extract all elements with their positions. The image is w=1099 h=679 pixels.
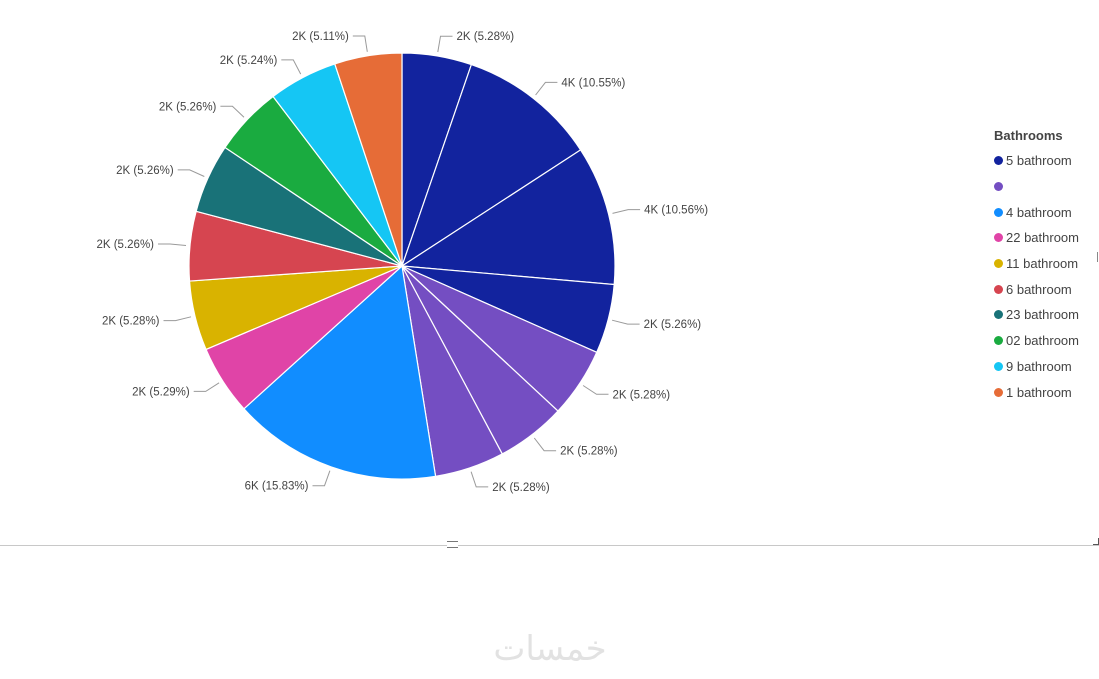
corner-resize-icon[interactable] (1093, 538, 1099, 545)
legend-marker-icon (994, 156, 1003, 166)
legend-item[interactable] (994, 174, 1079, 200)
legend-marker-icon (994, 207, 1003, 217)
pie-data-label: 2K (5.28%) (102, 316, 160, 328)
pie-data-labels: 2K (5.28%) 4K (10.55%) 4K (10.56%) 2K (5.26… (96, 31, 708, 494)
label-leader-line (281, 59, 302, 75)
pie-data-label: 2K (5.28%) (492, 482, 550, 494)
label-leader-line (612, 209, 641, 214)
pie-data-label: 2K (5.29%) (132, 386, 190, 398)
label-leader-line (193, 382, 220, 392)
legend-item[interactable]: 1 bathroom (994, 379, 1079, 405)
pie-data-label: 2K (5.26%) (116, 165, 174, 177)
legend-label: 22 bathroom (1006, 230, 1079, 246)
label-leader-line (220, 105, 245, 118)
pie-data-label: 2K (5.24%) (220, 55, 278, 67)
pie-chart: 2K (5.28%) 4K (10.55%) 4K (10.56%) 2K (5.26… (96, 31, 708, 494)
legend-item[interactable]: 6 bathroom (994, 276, 1079, 302)
legend-marker-icon (994, 310, 1003, 320)
legend-label: 23 bathroom (1006, 307, 1079, 323)
watermark-text: خمسات (493, 629, 606, 669)
legend-item[interactable]: 4 bathroom (994, 199, 1079, 225)
pie-data-label: 2K (5.28%) (457, 31, 515, 43)
resize-handle[interactable] (447, 541, 458, 548)
pie-data-label: 6K (15.83%) (245, 481, 309, 493)
legend-marker-icon (994, 387, 1003, 397)
chart-legend: Bathrooms 5 bathroom 4 bathroom 22 bathroo… (994, 128, 1079, 405)
label-leader-line (533, 437, 557, 452)
pie-slices (188, 52, 616, 480)
pie-data-label: 2K (5.26%) (96, 239, 154, 251)
legend-marker-icon (994, 284, 1003, 294)
legend-marker-icon (994, 259, 1003, 269)
label-leader-line (163, 316, 192, 322)
legend-marker-icon (994, 233, 1003, 243)
label-leader-line (177, 169, 205, 177)
label-leader-line (437, 35, 453, 53)
legend-item[interactable]: 5 bathroom (994, 148, 1079, 174)
label-leader-line (352, 35, 368, 52)
pie-data-label: 2K (5.26%) (644, 319, 702, 331)
legend-label: 11 bathroom (1006, 256, 1079, 272)
legend-item[interactable]: 22 bathroom (994, 225, 1079, 251)
label-leader-line (535, 81, 558, 96)
pie-slice[interactable] (400, 63, 582, 268)
pie-data-label: 4K (10.55%) (561, 77, 625, 89)
legend-item[interactable]: 02 bathroom (994, 328, 1079, 354)
pie-data-label: 4K (10.56%) (644, 205, 708, 217)
legend-item[interactable]: 23 bathroom (994, 302, 1079, 328)
label-leader-line (470, 471, 489, 488)
legend-label: 1 bathroom (1006, 384, 1072, 400)
watermark-logo: خمسات (493, 629, 606, 669)
legend-label: 9 bathroom (1006, 358, 1072, 374)
legend-title: Bathrooms (994, 128, 1063, 143)
pie-slice[interactable] (243, 264, 437, 480)
pie-data-label: 2K (5.28%) (613, 389, 671, 401)
legend-label: 5 bathroom (1006, 153, 1072, 169)
pie-data-label: 2K (5.28%) (560, 446, 618, 458)
pie-slice[interactable] (400, 149, 616, 286)
label-leader-line (611, 319, 640, 325)
legend-marker-icon (994, 361, 1003, 371)
legend-item[interactable]: 9 bathroom (994, 354, 1079, 380)
legend-marker-icon (994, 182, 1003, 192)
pie-data-label: 2K (5.26%) (159, 101, 217, 113)
legend-marker-icon (994, 336, 1003, 346)
label-leader-line (312, 470, 331, 487)
label-leader-line (582, 385, 609, 395)
legend-label: 6 bathroom (1006, 281, 1072, 297)
pie-slice[interactable] (334, 52, 403, 267)
edge-resize-icon[interactable] (1097, 252, 1098, 262)
legend-item[interactable]: 11 bathroom (994, 251, 1079, 277)
label-leader-line (158, 243, 187, 246)
legend-label: 02 bathroom (1006, 333, 1079, 349)
legend-label: 4 bathroom (1006, 204, 1072, 220)
legend-items: 5 bathroom 4 bathroom 22 bathroom 11 bathro… (994, 148, 1079, 405)
visual-divider (0, 545, 1099, 546)
pie-data-label: 2K (5.11%) (292, 31, 349, 43)
